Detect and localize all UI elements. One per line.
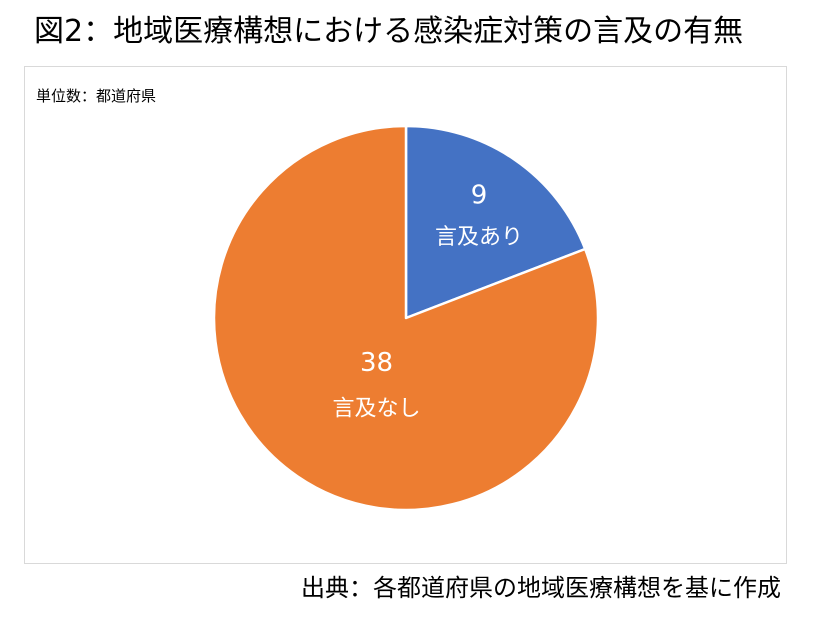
source-note: 出典：各都道府県の地域医療構想を基に作成 xyxy=(301,574,781,602)
data-label-value-2: 38 xyxy=(360,348,393,378)
unit-label: 単位数：都道府県 xyxy=(36,87,157,105)
chart-title: 図2：地域医療構想における感染症対策の言及の有無 xyxy=(34,14,744,49)
data-label-category-1: 言及あり xyxy=(435,225,523,250)
data-label-value-1: 9 xyxy=(471,181,488,211)
data-label-category-2: 言及なし xyxy=(333,396,421,421)
pie-slice-2 xyxy=(212,124,600,512)
pie-slice-1 xyxy=(404,124,587,320)
